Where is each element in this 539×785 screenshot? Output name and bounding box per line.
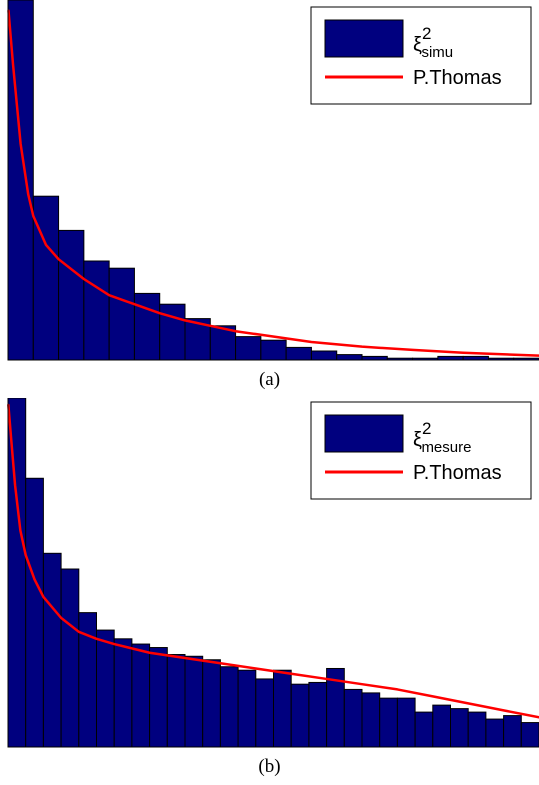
legend-bar-swatch-a xyxy=(324,19,404,58)
legend-line-label-b: P.Thomas xyxy=(413,462,502,484)
bar-b-16 xyxy=(290,683,310,748)
bar-b-2 xyxy=(42,552,62,748)
bar-b-19 xyxy=(343,688,363,748)
bar-b-15 xyxy=(273,669,292,748)
bar-b-5 xyxy=(96,629,115,748)
bar-a-14 xyxy=(361,355,388,361)
bar-b-14 xyxy=(255,678,275,748)
bar-a-10 xyxy=(260,339,287,361)
bar-a-6 xyxy=(159,303,186,361)
fit-curve-b xyxy=(7,403,539,719)
bar-b-17 xyxy=(308,681,328,748)
bar-b-22 xyxy=(396,697,416,748)
bar-b-12 xyxy=(219,666,239,748)
bar-b-6 xyxy=(113,638,133,748)
legend-bar-label-a: ξ2 simu xyxy=(413,24,453,61)
bar-b-0 xyxy=(7,398,27,748)
bar-b-9 xyxy=(166,654,186,748)
bar-a-5 xyxy=(133,292,161,361)
chart-panel-a: ξ2 simu P.Thomas (a) xyxy=(7,0,539,390)
bar-b-1 xyxy=(25,477,44,748)
bar-b-29 xyxy=(520,722,539,748)
histogram-chart-b: ξ2 mesure P.Thomas xyxy=(7,398,539,748)
bar-b-28 xyxy=(503,715,522,748)
legend-line-label-a: P.Thomas xyxy=(413,67,502,89)
fit-curve-a xyxy=(7,9,539,357)
bar-b-8 xyxy=(149,647,168,748)
bar-b-25 xyxy=(450,708,469,748)
bar-b-10 xyxy=(184,655,204,748)
caption-a: (a) xyxy=(258,369,281,390)
bar-a-1 xyxy=(32,195,60,361)
legend-bar-label-b: ξ2 mesure xyxy=(413,419,471,456)
histogram-chart-a: ξ2 simu P.Thomas xyxy=(7,0,539,361)
bar-a-2 xyxy=(58,229,85,361)
bar-b-13 xyxy=(237,669,257,748)
bar-a-4 xyxy=(108,267,135,361)
bar-b-26 xyxy=(467,711,487,748)
bar-b-27 xyxy=(485,718,505,748)
caption-b: (b) xyxy=(258,756,281,777)
bar-a-13 xyxy=(336,354,363,361)
bar-a-18 xyxy=(462,355,489,361)
bar-b-7 xyxy=(131,643,151,748)
legend-bar-swatch-b xyxy=(324,414,404,453)
bar-a-17 xyxy=(437,355,464,361)
bar-a-9 xyxy=(235,336,262,361)
bar-b-24 xyxy=(432,704,451,748)
bar-a-12 xyxy=(310,350,338,361)
bar-b-20 xyxy=(361,692,381,748)
chart-panel-b: ξ2 mesure P.Thomas (b) xyxy=(0,398,539,785)
bar-a-11 xyxy=(285,346,312,361)
bar-b-3 xyxy=(60,568,80,748)
bar-b-11 xyxy=(202,659,221,748)
bar-a-3 xyxy=(83,260,110,361)
bar-b-23 xyxy=(414,711,434,748)
bar-b-21 xyxy=(379,697,398,748)
